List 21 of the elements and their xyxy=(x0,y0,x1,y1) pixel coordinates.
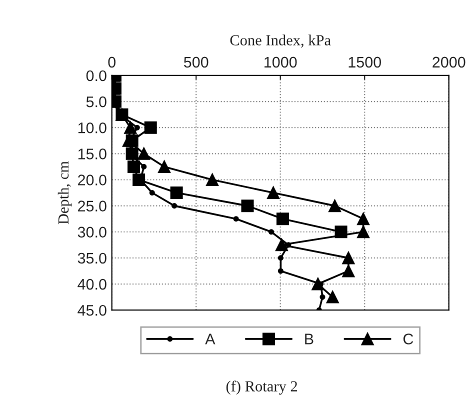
y-tick-label: 15.0 xyxy=(78,148,106,160)
x-tick-label: 0 xyxy=(108,56,116,68)
y-tick-label: 25.0 xyxy=(78,200,106,212)
x-tick-label: 500 xyxy=(184,56,208,68)
legend-label: A xyxy=(205,334,216,344)
x-tick-label: 1500 xyxy=(348,56,382,68)
y-tick-label: 10.0 xyxy=(78,122,106,134)
x-axis-title: Cone Index, kPa xyxy=(230,34,331,48)
y-tick-label: 20.0 xyxy=(78,174,106,186)
legend-label: C xyxy=(403,334,414,344)
y-tick-label: 0.0 xyxy=(86,70,106,82)
y-tick-label: 40.0 xyxy=(78,278,106,290)
y-axis-title: Depth, cm xyxy=(58,161,72,224)
y-tick-label: 45.0 xyxy=(78,304,106,316)
x-tick-label: 2000 xyxy=(432,56,466,68)
x-tick-label: 1000 xyxy=(264,56,297,68)
y-tick-label: 5.0 xyxy=(86,96,106,108)
y-tick-label: 30.0 xyxy=(78,226,106,238)
y-tick-label: 35.0 xyxy=(78,252,106,264)
legend-label: B xyxy=(305,334,314,344)
text: (f) Rotary 2 xyxy=(226,380,298,395)
